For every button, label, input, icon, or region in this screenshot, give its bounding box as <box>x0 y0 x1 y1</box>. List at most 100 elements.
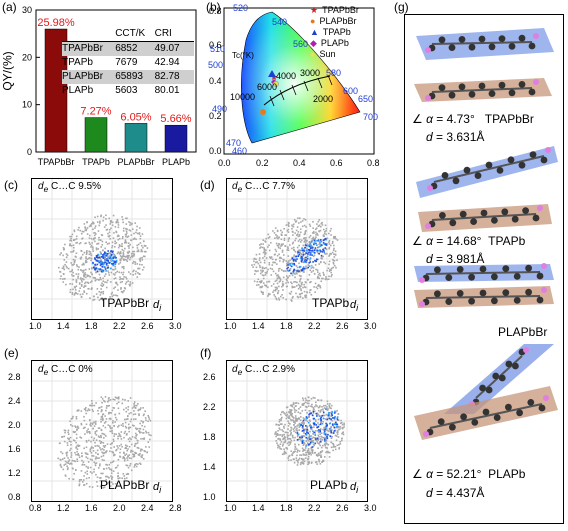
gray-point <box>272 283 275 285</box>
gray-point <box>136 276 139 278</box>
blue-point <box>307 421 310 424</box>
gray-point <box>303 435 306 437</box>
gray-point <box>102 452 105 455</box>
gray-point <box>91 399 93 402</box>
gray-point <box>104 400 106 403</box>
gray-point <box>76 450 78 453</box>
blue-point <box>100 261 102 264</box>
gray-point <box>305 440 308 442</box>
gray-point <box>117 464 119 467</box>
table-cell: 5603 <box>115 85 138 96</box>
gray-point <box>330 267 333 270</box>
gray-point <box>316 437 319 439</box>
gray-point <box>91 402 93 405</box>
gray-point <box>119 281 122 284</box>
gray-point <box>84 226 86 228</box>
gray-point <box>92 410 95 413</box>
gray-point <box>82 461 85 463</box>
gray-point <box>100 418 102 421</box>
gray-point <box>312 446 314 448</box>
pb-atom <box>533 79 539 85</box>
gray-point <box>110 469 113 472</box>
gray-point <box>127 466 130 469</box>
gray-point <box>314 240 316 243</box>
carbon-atom <box>502 289 510 296</box>
gray-point <box>292 223 295 226</box>
gray-point <box>143 437 146 440</box>
gray-point <box>252 266 254 268</box>
blue-point <box>315 424 318 426</box>
gray-point <box>149 438 151 441</box>
gray-point <box>111 427 113 429</box>
gray-point <box>124 287 127 290</box>
gray-point <box>82 427 85 429</box>
gray-point <box>99 276 102 279</box>
carbon-atom <box>468 273 475 281</box>
gray-point <box>274 433 276 435</box>
gray-point <box>273 253 276 256</box>
gray-point <box>294 239 296 242</box>
x-tick-label: 1.8 <box>280 503 293 513</box>
gray-point <box>141 256 143 259</box>
blue-point <box>293 269 295 272</box>
gray-point <box>277 446 279 449</box>
gray-point <box>123 432 126 435</box>
gray-point <box>103 422 106 424</box>
gray-point <box>139 408 142 411</box>
gray-point <box>67 433 70 435</box>
carbon-atom <box>460 413 467 421</box>
gray-point <box>313 444 316 447</box>
gray-point <box>313 272 316 275</box>
gray-point <box>61 267 64 270</box>
gray-point <box>305 281 307 284</box>
gray-point <box>306 412 308 414</box>
gray-point <box>125 223 128 225</box>
gray-point <box>62 254 64 257</box>
gray-point <box>291 300 293 302</box>
blue-point <box>104 256 106 259</box>
gray-point <box>300 283 303 286</box>
gray-point <box>75 252 78 255</box>
blue-point <box>114 255 117 258</box>
gray-point <box>87 287 90 290</box>
gray-point <box>330 441 332 444</box>
gray-point <box>111 221 114 224</box>
gray-point <box>302 404 305 406</box>
gray-point <box>137 272 139 274</box>
gray-point <box>291 405 294 408</box>
gray-point <box>121 445 123 448</box>
gray-point <box>335 439 338 442</box>
gray-point <box>319 225 322 228</box>
gray-point <box>138 454 141 457</box>
gray-point <box>291 297 294 299</box>
b-ytick: 0.2 <box>209 111 222 121</box>
gray-point <box>295 459 298 462</box>
blue-point <box>308 249 311 252</box>
gray-point <box>299 231 302 234</box>
gray-point <box>94 464 97 467</box>
gray-point <box>303 422 306 424</box>
blue-point <box>112 257 115 260</box>
legend-marker: ▲ <box>310 27 319 37</box>
gray-point <box>87 466 89 469</box>
blue-point <box>105 252 107 254</box>
gray-point <box>267 286 269 289</box>
blue-point <box>96 255 99 257</box>
blue-point <box>326 424 328 426</box>
gray-point <box>101 401 103 404</box>
carbon-atom <box>488 43 496 51</box>
gray-point <box>134 407 137 409</box>
gray-point <box>316 223 318 225</box>
gray-point <box>343 424 345 426</box>
gray-point <box>72 288 74 291</box>
carbon-atom <box>441 172 449 179</box>
gray-point <box>316 463 318 465</box>
gray-point <box>259 261 262 264</box>
gray-point <box>263 261 266 264</box>
gray-point <box>80 437 83 439</box>
gray-point <box>86 453 89 456</box>
gray-point <box>295 417 298 420</box>
gray-point <box>84 426 86 429</box>
gray-point <box>287 231 290 233</box>
gray-point <box>331 435 333 438</box>
